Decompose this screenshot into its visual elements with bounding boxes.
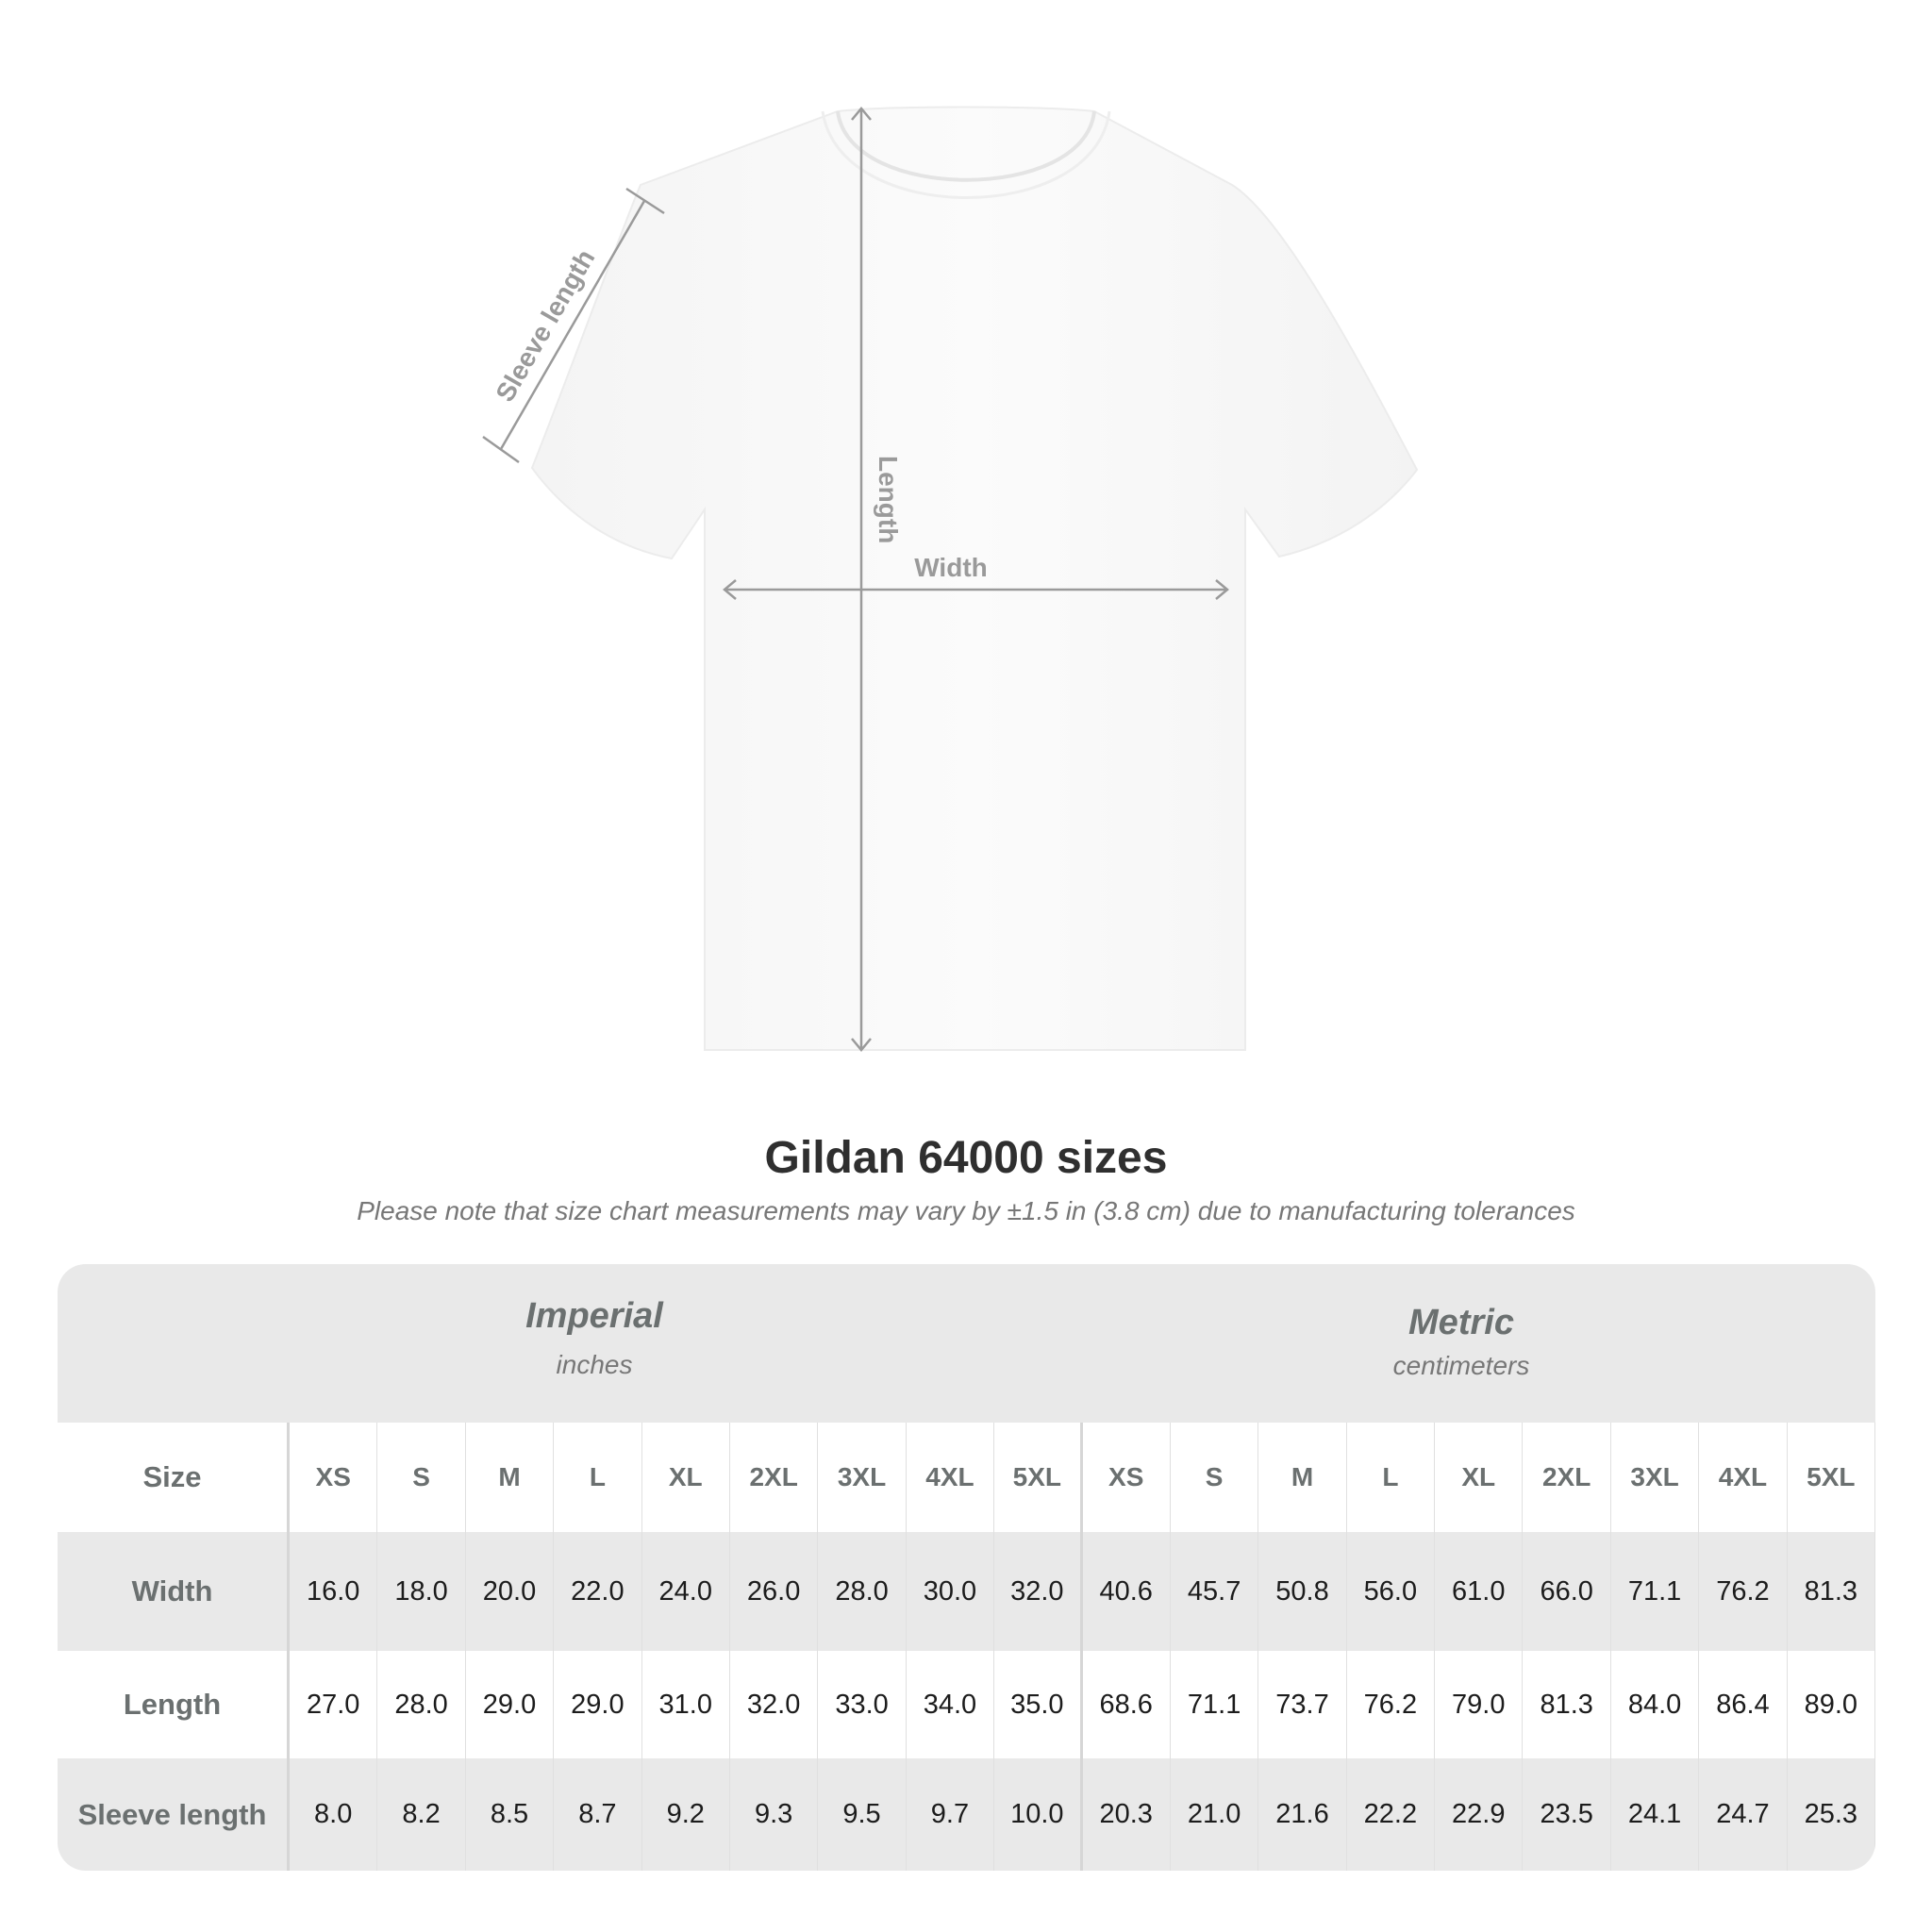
width-label: Width — [914, 553, 988, 582]
size-header-cell: M — [1258, 1423, 1347, 1532]
row-band — [58, 1758, 1875, 1871]
table-cell: 29.0 — [466, 1651, 555, 1758]
imperial-title: Imperial — [525, 1296, 663, 1336]
table-cell: 66.0 — [1523, 1532, 1611, 1651]
size-header-cell: 3XL — [818, 1423, 907, 1532]
table-row: Length 27.0 28.0 29.0 29.0 31.0 32.0 33.0 34.0 35… — [58, 1651, 1875, 1758]
table-cell: 79.0 — [1435, 1651, 1524, 1758]
table-cell: 71.1 — [1171, 1651, 1259, 1758]
table-cell: 81.3 — [1788, 1532, 1875, 1651]
size-header-cell: 3XL — [1611, 1423, 1700, 1532]
table-cell: 61.0 — [1435, 1532, 1524, 1651]
tshirt-shape — [530, 106, 1419, 1051]
table-cell: 40.6 — [1083, 1532, 1171, 1651]
size-header-cell: M — [466, 1423, 555, 1532]
metric-header: Metric centimeters — [1178, 1303, 1744, 1381]
table-cell: 29.0 — [554, 1651, 642, 1758]
size-header-cell: 2XL — [1523, 1423, 1611, 1532]
table-cell: 71.1 — [1611, 1532, 1700, 1651]
table-cell: 8.5 — [466, 1758, 555, 1871]
size-header-cell: 4XL — [1699, 1423, 1788, 1532]
table-row: Width 16.0 18.0 20.0 22.0 24.0 26.0 28.0 30.0 32.… — [58, 1532, 1875, 1651]
imperial-header: Imperial inches — [311, 1296, 877, 1380]
table-cell: 27.0 — [290, 1651, 378, 1758]
size-header-cell: S — [1171, 1423, 1259, 1532]
table-cell: 26.0 — [730, 1532, 819, 1651]
size-header-cell: XL — [642, 1423, 730, 1532]
table-cell: 24.7 — [1699, 1758, 1788, 1871]
table-cell: 89.0 — [1788, 1651, 1875, 1758]
row-band — [58, 1532, 1875, 1651]
metric-title: Metric — [1408, 1303, 1514, 1342]
table-cell: 45.7 — [1171, 1532, 1259, 1651]
table-cell: 76.2 — [1347, 1651, 1436, 1758]
length-label: Length — [874, 456, 903, 543]
table-cell: 22.9 — [1435, 1758, 1524, 1871]
table-cell: 20.0 — [466, 1532, 555, 1651]
table-cell: 8.2 — [377, 1758, 466, 1871]
table-cell: 84.0 — [1611, 1651, 1700, 1758]
table-cell: 28.0 — [377, 1651, 466, 1758]
size-header-cell: 5XL — [994, 1423, 1083, 1532]
table-cell: 76.2 — [1699, 1532, 1788, 1651]
size-header-cell: 2XL — [730, 1423, 819, 1532]
table-cell: 10.0 — [994, 1758, 1083, 1871]
table-row: Sleeve length 8.0 8.2 8.5 8.7 9.2 9.3 9.5 9.7 10.… — [58, 1758, 1875, 1871]
imperial-unit: inches — [556, 1350, 633, 1379]
table-cell: 73.7 — [1258, 1651, 1347, 1758]
table-cell: 8.7 — [554, 1758, 642, 1871]
size-header-cell: XL — [1435, 1423, 1524, 1532]
size-header-cell: L — [1347, 1423, 1436, 1532]
size-header-cell: 5XL — [1788, 1423, 1875, 1532]
table-cell: 18.0 — [377, 1532, 466, 1651]
table-cell: 9.3 — [730, 1758, 819, 1871]
size-header-row: Size XS S M L XL 2XL 3XL 4XL 5XL XS S M L XL 2XL 3XL 4XL 5… — [58, 1423, 1875, 1532]
table-cell: 24.1 — [1611, 1758, 1700, 1871]
tshirt-diagram: Length Width Sleeve length — [482, 106, 1419, 1052]
size-table: Imperial inches Metric centimeters Size X… — [58, 1264, 1875, 1871]
row-label: Sleeve length — [58, 1758, 290, 1871]
table-cell: 56.0 — [1347, 1532, 1436, 1651]
page-title: Gildan 64000 sizes — [764, 1133, 1168, 1183]
table-cell: 21.0 — [1171, 1758, 1259, 1871]
table-cell: 33.0 — [818, 1651, 907, 1758]
sleeve-measure-line — [499, 200, 646, 450]
table-cell: 31.0 — [642, 1651, 730, 1758]
table-cell: 16.0 — [290, 1532, 378, 1651]
size-header-cell: XS — [1083, 1423, 1171, 1532]
collar — [836, 110, 1096, 182]
table-cell: 23.5 — [1523, 1758, 1611, 1871]
table-cell: 25.3 — [1788, 1758, 1875, 1871]
table-cell: 8.0 — [290, 1758, 378, 1871]
row-label: Length — [58, 1651, 290, 1758]
metric-unit: centimeters — [1392, 1351, 1530, 1380]
table-cell: 22.0 — [554, 1532, 642, 1651]
table-cell: 9.5 — [818, 1758, 907, 1871]
table-cell: 22.2 — [1347, 1758, 1436, 1871]
table-cell: 34.0 — [907, 1651, 995, 1758]
size-header-cell: S — [377, 1423, 466, 1532]
table-cell: 20.3 — [1083, 1758, 1171, 1871]
row-label: Width — [58, 1532, 290, 1651]
table-cell: 68.6 — [1083, 1651, 1171, 1758]
table-cell: 24.0 — [642, 1532, 730, 1651]
table-cell: 9.2 — [642, 1758, 730, 1871]
table-cell: 21.6 — [1258, 1758, 1347, 1871]
size-header-cell: 4XL — [907, 1423, 995, 1532]
table-cell: 50.8 — [1258, 1532, 1347, 1651]
header-band — [58, 1264, 1875, 1423]
table-cell: 35.0 — [994, 1651, 1083, 1758]
table-cell: 81.3 — [1523, 1651, 1611, 1758]
table-cell: 86.4 — [1699, 1651, 1788, 1758]
size-header-cell: XS — [290, 1423, 378, 1532]
table-cell: 32.0 — [730, 1651, 819, 1758]
table-cell: 9.7 — [907, 1758, 995, 1871]
size-header-cell: L — [554, 1423, 642, 1532]
table-cell: 32.0 — [994, 1532, 1083, 1651]
table-cell: 28.0 — [818, 1532, 907, 1651]
tolerance-note: Please note that size chart measurements… — [357, 1196, 1575, 1225]
row-label: Size — [58, 1423, 290, 1532]
table-cell: 30.0 — [907, 1532, 995, 1651]
